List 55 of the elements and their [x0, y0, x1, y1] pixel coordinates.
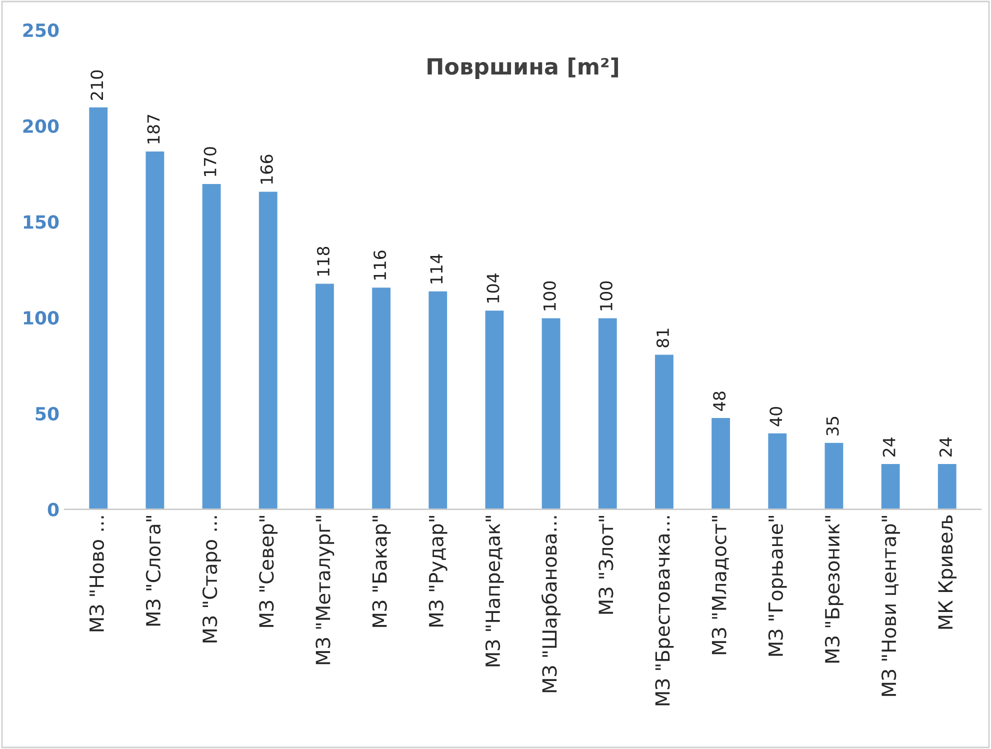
data-label: 24 — [939, 437, 952, 457]
x-tick-label: МЗ "Брезоник" — [824, 516, 844, 663]
bar — [144, 150, 166, 510]
bar — [540, 316, 562, 510]
bar — [88, 106, 109, 510]
x-tick-label: МЗ "Металург" — [316, 516, 334, 664]
y-tick-label: 250 — [23, 23, 59, 38]
x-tick-label: МЗ "Бакар" — [372, 516, 391, 627]
data-label: 116 — [374, 250, 386, 280]
data-label: 35 — [826, 416, 839, 436]
bar — [597, 316, 618, 510]
x-tick-label: МЗ "Нови центар" — [881, 516, 900, 696]
bar — [880, 462, 902, 510]
data-label: 170 — [204, 147, 216, 176]
data-label: 24 — [882, 437, 896, 457]
y-tick-label: 50 — [36, 406, 59, 421]
data-label: 187 — [147, 114, 160, 144]
bar — [427, 290, 448, 510]
data-label: 118 — [316, 246, 330, 276]
x-tick-label: МЗ "Злот" — [598, 516, 614, 614]
x-tick-label: МЗ "Север" — [259, 516, 278, 627]
y-tick-label: 0 — [48, 502, 59, 516]
bar — [710, 416, 732, 510]
data-label: 40 — [770, 406, 782, 426]
data-label: 48 — [713, 392, 726, 411]
text: Површина [m²] — [428, 58, 618, 80]
x-tick-label: МЗ "Ново ... — [89, 516, 104, 632]
y-tick-label: 200 — [23, 119, 59, 133]
x-tick-label: МЗ "Горњане" — [768, 516, 787, 656]
bar — [766, 432, 788, 510]
y-tick-label: 100 — [24, 311, 59, 325]
bar — [654, 353, 675, 510]
data-label: 166 — [260, 154, 273, 184]
data-label: 114 — [430, 254, 442, 284]
bar — [200, 182, 222, 510]
bar — [314, 282, 336, 510]
x-tick-label: МЗ "Слога" — [146, 516, 161, 626]
x-tick-label: МК Кривељ — [938, 515, 957, 629]
x-tick-label: МЗ "Старо ... — [202, 516, 221, 642]
bar — [936, 462, 958, 510]
y-tick-label: 150 — [24, 215, 59, 229]
data-label: 210 — [90, 70, 104, 100]
x-tick-label: МЗ "Напредак" — [485, 516, 504, 666]
data-label: 100 — [600, 281, 612, 310]
bar — [484, 309, 506, 510]
data-label: 81 — [656, 328, 670, 348]
data-label: 104 — [486, 273, 500, 303]
x-tick-label: МЗ "Рудар" — [428, 516, 448, 627]
x-tick-label: МЗ "Младост" — [712, 516, 729, 654]
bar — [823, 442, 845, 510]
bar — [258, 190, 279, 510]
x-tick-label: МЗ "Шарбанова... — [541, 516, 561, 692]
data-label: 100 — [543, 281, 556, 310]
bar — [370, 286, 392, 510]
x-tick-label: МЗ "Брестовачка... — [655, 516, 674, 706]
